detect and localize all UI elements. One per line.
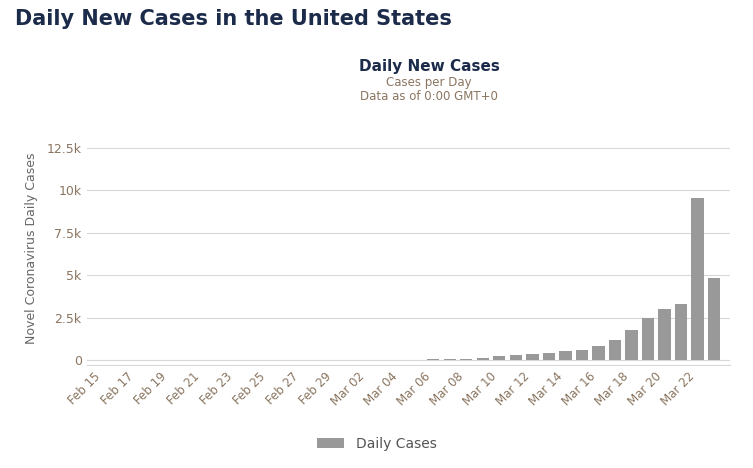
Legend: Daily Cases: Daily Cases [311,431,442,456]
Bar [708,278,720,360]
Bar [444,359,456,360]
Bar [543,353,555,360]
Bar [510,355,522,360]
Bar [608,340,621,360]
Bar [675,304,687,360]
Bar [526,354,538,360]
Bar [625,330,638,360]
Bar [493,356,505,360]
Bar [460,359,472,360]
Bar [658,309,671,360]
Text: Data as of 0:00 GMT+0: Data as of 0:00 GMT+0 [360,90,498,103]
Text: Daily New Cases in the United States: Daily New Cases in the United States [15,9,452,29]
Bar [642,318,654,360]
Y-axis label: Novel Coronavirus Daily Cases: Novel Coronavirus Daily Cases [26,152,38,344]
Bar [559,351,572,360]
Bar [575,350,588,360]
Bar [427,359,440,360]
Bar [691,198,703,360]
Bar [592,346,605,360]
Text: Daily New Cases: Daily New Cases [358,58,500,73]
Bar [477,358,489,360]
Text: Cases per Day: Cases per Day [386,76,472,89]
